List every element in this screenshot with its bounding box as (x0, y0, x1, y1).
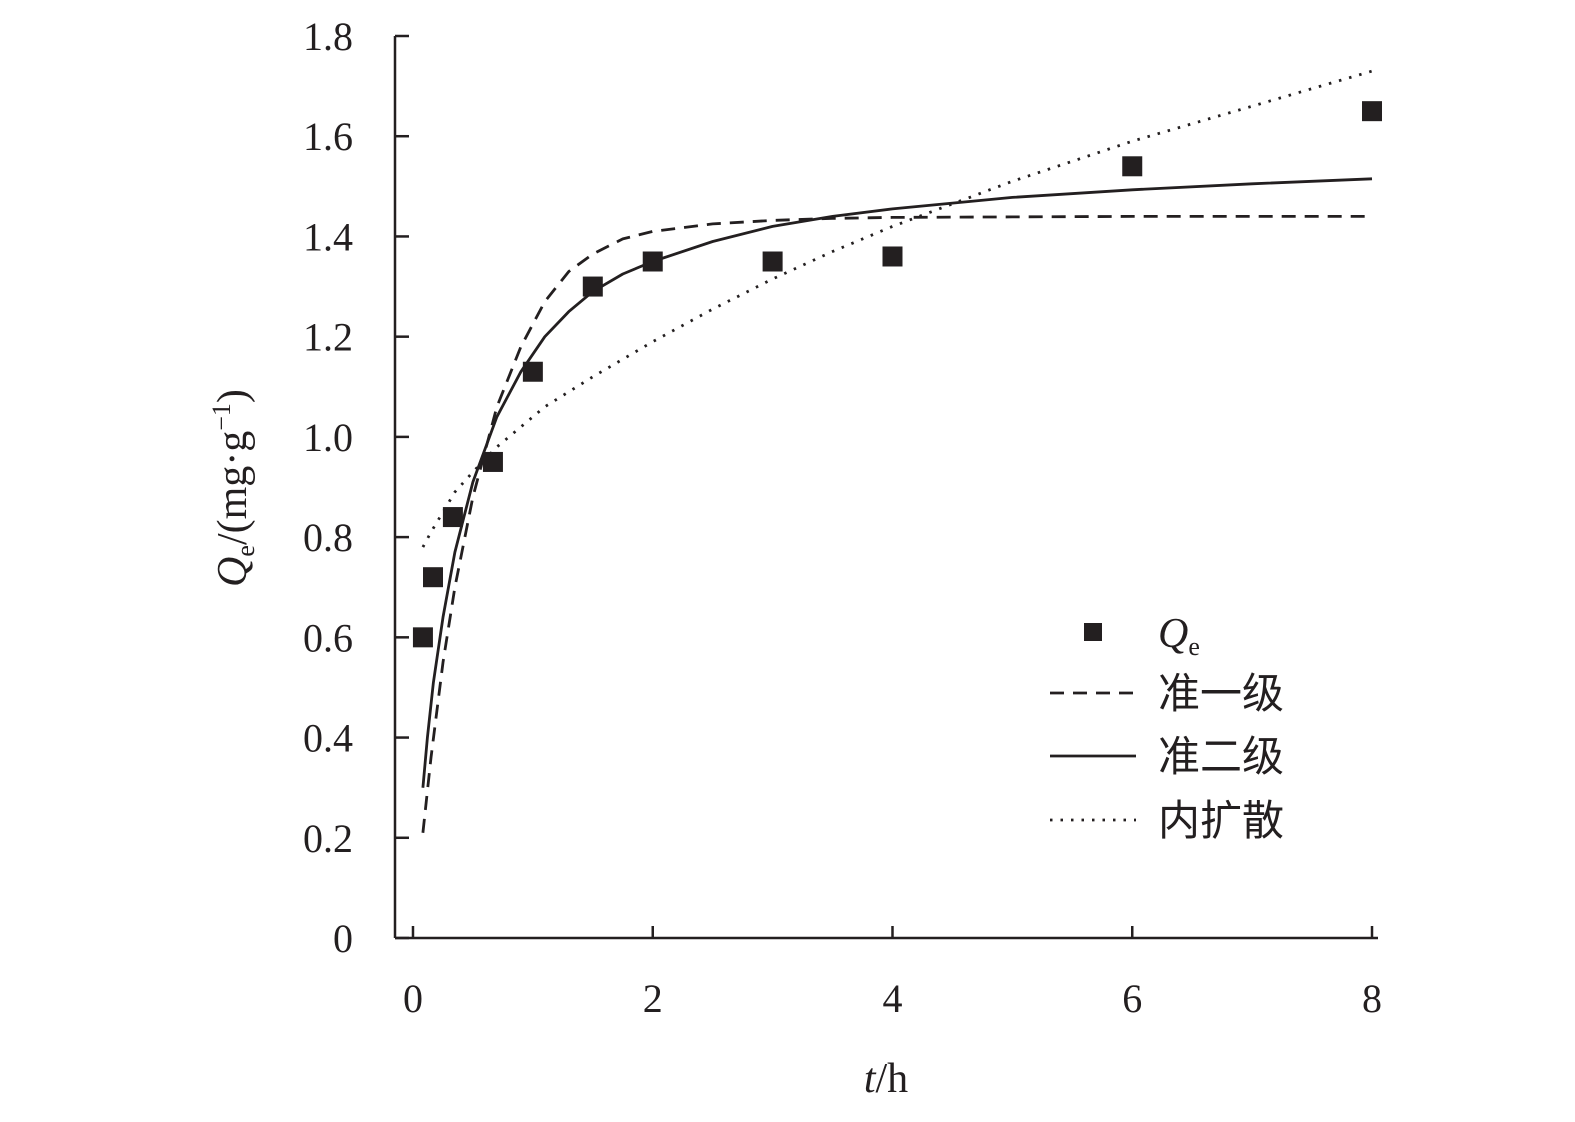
y-tick-label: 1.2 (303, 315, 353, 360)
y-tick-label: 0.4 (303, 716, 353, 761)
data-point (1122, 156, 1143, 177)
y-tick-label: 1.4 (303, 214, 353, 259)
x-tick-label: 4 (882, 976, 902, 1021)
data-point (482, 451, 503, 472)
x-tick-label: 6 (1122, 976, 1142, 1021)
plot-lines (421, 69, 1373, 833)
data-point (1362, 101, 1383, 122)
legend-label: 准一级 (1158, 672, 1284, 718)
x-axis-title: t/h (864, 1056, 908, 1102)
data-point (582, 276, 603, 297)
y-axis-title: Qe/(mg·g−1) (207, 389, 260, 587)
x-tick-label: 8 (1362, 976, 1382, 1021)
legend-label: 准二级 (1158, 735, 1284, 781)
data-point (642, 251, 663, 272)
y-tick-label: 0 (333, 916, 353, 961)
x-tick-label: 2 (643, 976, 663, 1021)
y-tick-label: 0.2 (303, 816, 353, 861)
data-point (522, 361, 543, 382)
data-point (762, 251, 783, 272)
y-tick-label: 1.8 (303, 14, 353, 59)
legend-label: 内扩散 (1158, 799, 1284, 845)
data-point (423, 567, 444, 588)
series-line-dotted (421, 69, 1373, 548)
y-tick-label: 0.6 (303, 615, 353, 660)
data-point (882, 246, 903, 267)
y-tick-label: 1.0 (303, 415, 353, 460)
series-line-dashed (421, 214, 1372, 833)
data-point (412, 627, 433, 648)
x-tick-label: 0 (403, 976, 423, 1021)
data-point (442, 507, 463, 528)
legend-label: Qe (1158, 611, 1200, 661)
axes: 0 0.2 0.4 0.6 0.8 1.0 1.2 1.4 1.6 1.8 0 2 4 6 8 (303, 14, 1382, 1021)
legend-marker-square (1084, 623, 1102, 641)
y-tick-label: 1.6 (303, 114, 353, 159)
y-tick-label: 0.8 (303, 515, 353, 560)
plot-points (412, 101, 1383, 648)
